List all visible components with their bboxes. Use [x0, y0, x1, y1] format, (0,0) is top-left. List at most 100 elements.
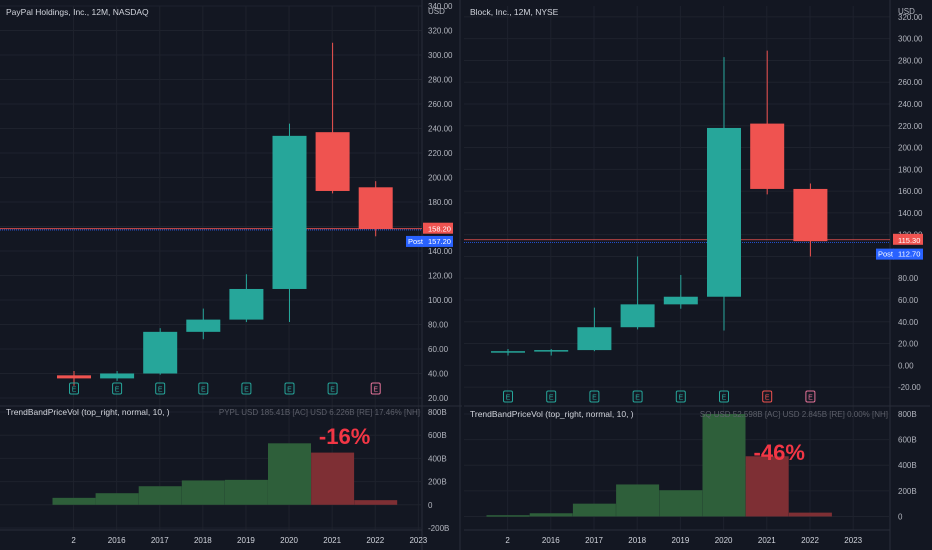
volume-bar[interactable]	[702, 414, 746, 517]
earnings-marker[interactable]: E	[155, 382, 166, 395]
earnings-marker-label: E	[72, 387, 77, 394]
earnings-marker[interactable]: E	[327, 382, 338, 395]
candle-body	[577, 327, 612, 351]
y-tick-label: 60.00	[898, 296, 919, 305]
earnings-marker-frame	[69, 382, 79, 395]
x-tick-label: 2020	[715, 536, 733, 545]
indicator-title: TrendBandPriceVol (top_right, normal, 10…	[6, 407, 170, 417]
volume-y-tick-label: 600B	[898, 436, 917, 445]
earnings-marker[interactable]: E	[503, 390, 513, 403]
volume-y-tick-label: -200B	[428, 524, 449, 533]
candle[interactable]	[663, 274, 698, 309]
last-price-tag: 158.20	[423, 222, 453, 234]
earnings-marker[interactable]: E	[198, 382, 209, 395]
y-tick-label: 240.00	[898, 100, 923, 109]
volume-bar[interactable]	[354, 500, 398, 505]
earnings-marker[interactable]: E	[589, 390, 600, 403]
candle[interactable]	[186, 308, 221, 340]
volume-y-tick-label: 200B	[428, 478, 447, 487]
earnings-marker[interactable]: E	[241, 382, 252, 395]
earnings-marker-frame	[112, 382, 123, 395]
candle-body	[793, 188, 828, 242]
candle[interactable]	[229, 274, 264, 323]
y-tick-label: 20.00	[428, 394, 449, 403]
x-tick-label: 2023	[844, 536, 862, 545]
y-tick-label: 80.00	[898, 274, 919, 283]
candle[interactable]	[620, 256, 655, 330]
volume-bar[interactable]	[745, 456, 789, 517]
candle[interactable]	[793, 183, 828, 257]
volume-y-tick-label: 400B	[428, 454, 447, 463]
earnings-marker[interactable]: E	[370, 382, 381, 395]
earnings-marker-label: E	[549, 395, 554, 402]
candle[interactable]	[143, 328, 178, 375]
volume-bar[interactable]	[138, 486, 182, 505]
chart-title: Block, Inc., 12M, NYSE	[470, 7, 559, 17]
post-badge-text: Post	[878, 250, 894, 259]
chart-pane-2: -20.000.0020.0040.0060.0080.00100.00120.…	[464, 0, 930, 550]
y-tick-label: 260.00	[428, 100, 453, 109]
post-price-tag-text: 157.20	[428, 237, 451, 246]
earnings-marker[interactable]: E	[284, 382, 295, 395]
post-price-tag-bg	[893, 248, 923, 260]
volume-bar[interactable]	[268, 443, 311, 505]
candle[interactable]	[534, 349, 569, 356]
volume-bar[interactable]	[529, 513, 573, 517]
candle[interactable]	[491, 349, 525, 356]
earnings-marker[interactable]: E	[675, 390, 686, 403]
change-percent-annotation: -16%	[319, 424, 370, 449]
volume-bar[interactable]	[311, 452, 355, 505]
volume-y-tick-label: 400B	[898, 461, 917, 470]
candle[interactable]	[100, 371, 135, 381]
volume-bar[interactable]	[52, 497, 96, 505]
earnings-marker[interactable]: E	[762, 390, 773, 403]
candle[interactable]	[577, 307, 612, 352]
candle-body	[315, 132, 350, 191]
earnings-marker[interactable]: E	[112, 382, 123, 395]
indicator-title: TrendBandPriceVol (top_right, normal, 10…	[470, 409, 634, 419]
earnings-marker-frame	[675, 390, 686, 403]
x-tick-label: 2023	[409, 536, 427, 545]
candle-body	[143, 331, 178, 374]
volume-y-tick-label: 800B	[898, 410, 917, 419]
change-percent-annotation: -46%	[754, 440, 805, 465]
volume-bar[interactable]	[95, 493, 139, 505]
volume-bar[interactable]	[486, 515, 530, 517]
volume-bar[interactable]	[616, 484, 660, 517]
earnings-marker[interactable]: E	[719, 390, 729, 403]
candle-body	[491, 351, 525, 353]
candle[interactable]	[707, 57, 741, 331]
earnings-marker-label: E	[765, 395, 770, 402]
volume-bar[interactable]	[224, 479, 268, 505]
x-tick-label: 2	[505, 536, 510, 545]
earnings-marker[interactable]: E	[546, 390, 557, 403]
y-tick-label: 100.00	[428, 296, 453, 305]
candle-body	[229, 288, 264, 320]
y-tick-label: 220.00	[428, 149, 453, 158]
earnings-marker[interactable]: E	[69, 382, 79, 395]
earnings-marker[interactable]: E	[805, 390, 816, 403]
y-tick-label: 40.00	[428, 370, 449, 379]
volume-bar[interactable]	[181, 480, 225, 505]
earnings-marker-label: E	[244, 387, 249, 394]
candle[interactable]	[315, 42, 350, 194]
last-price-tag-bg	[423, 222, 453, 234]
earnings-marker-label: E	[635, 395, 640, 402]
y-tick-label: 320.00	[898, 13, 923, 22]
y-tick-label: 180.00	[898, 165, 923, 174]
candle[interactable]	[272, 123, 307, 323]
volume-bar[interactable]	[659, 490, 703, 517]
x-tick-label: 2	[71, 536, 76, 545]
candle-body	[707, 127, 741, 297]
candle[interactable]	[358, 181, 393, 237]
y-tick-label: 60.00	[428, 345, 449, 354]
y-tick-label: 20.00	[898, 340, 919, 349]
y-tick-label: 220.00	[898, 122, 923, 131]
x-tick-label: 2016	[108, 536, 126, 545]
earnings-marker[interactable]: E	[632, 390, 643, 403]
volume-bar[interactable]	[788, 512, 832, 517]
y-tick-label: 300.00	[428, 51, 453, 60]
volume-bar[interactable]	[572, 503, 616, 517]
candle[interactable]	[750, 50, 785, 195]
earnings-marker-label: E	[678, 395, 683, 402]
